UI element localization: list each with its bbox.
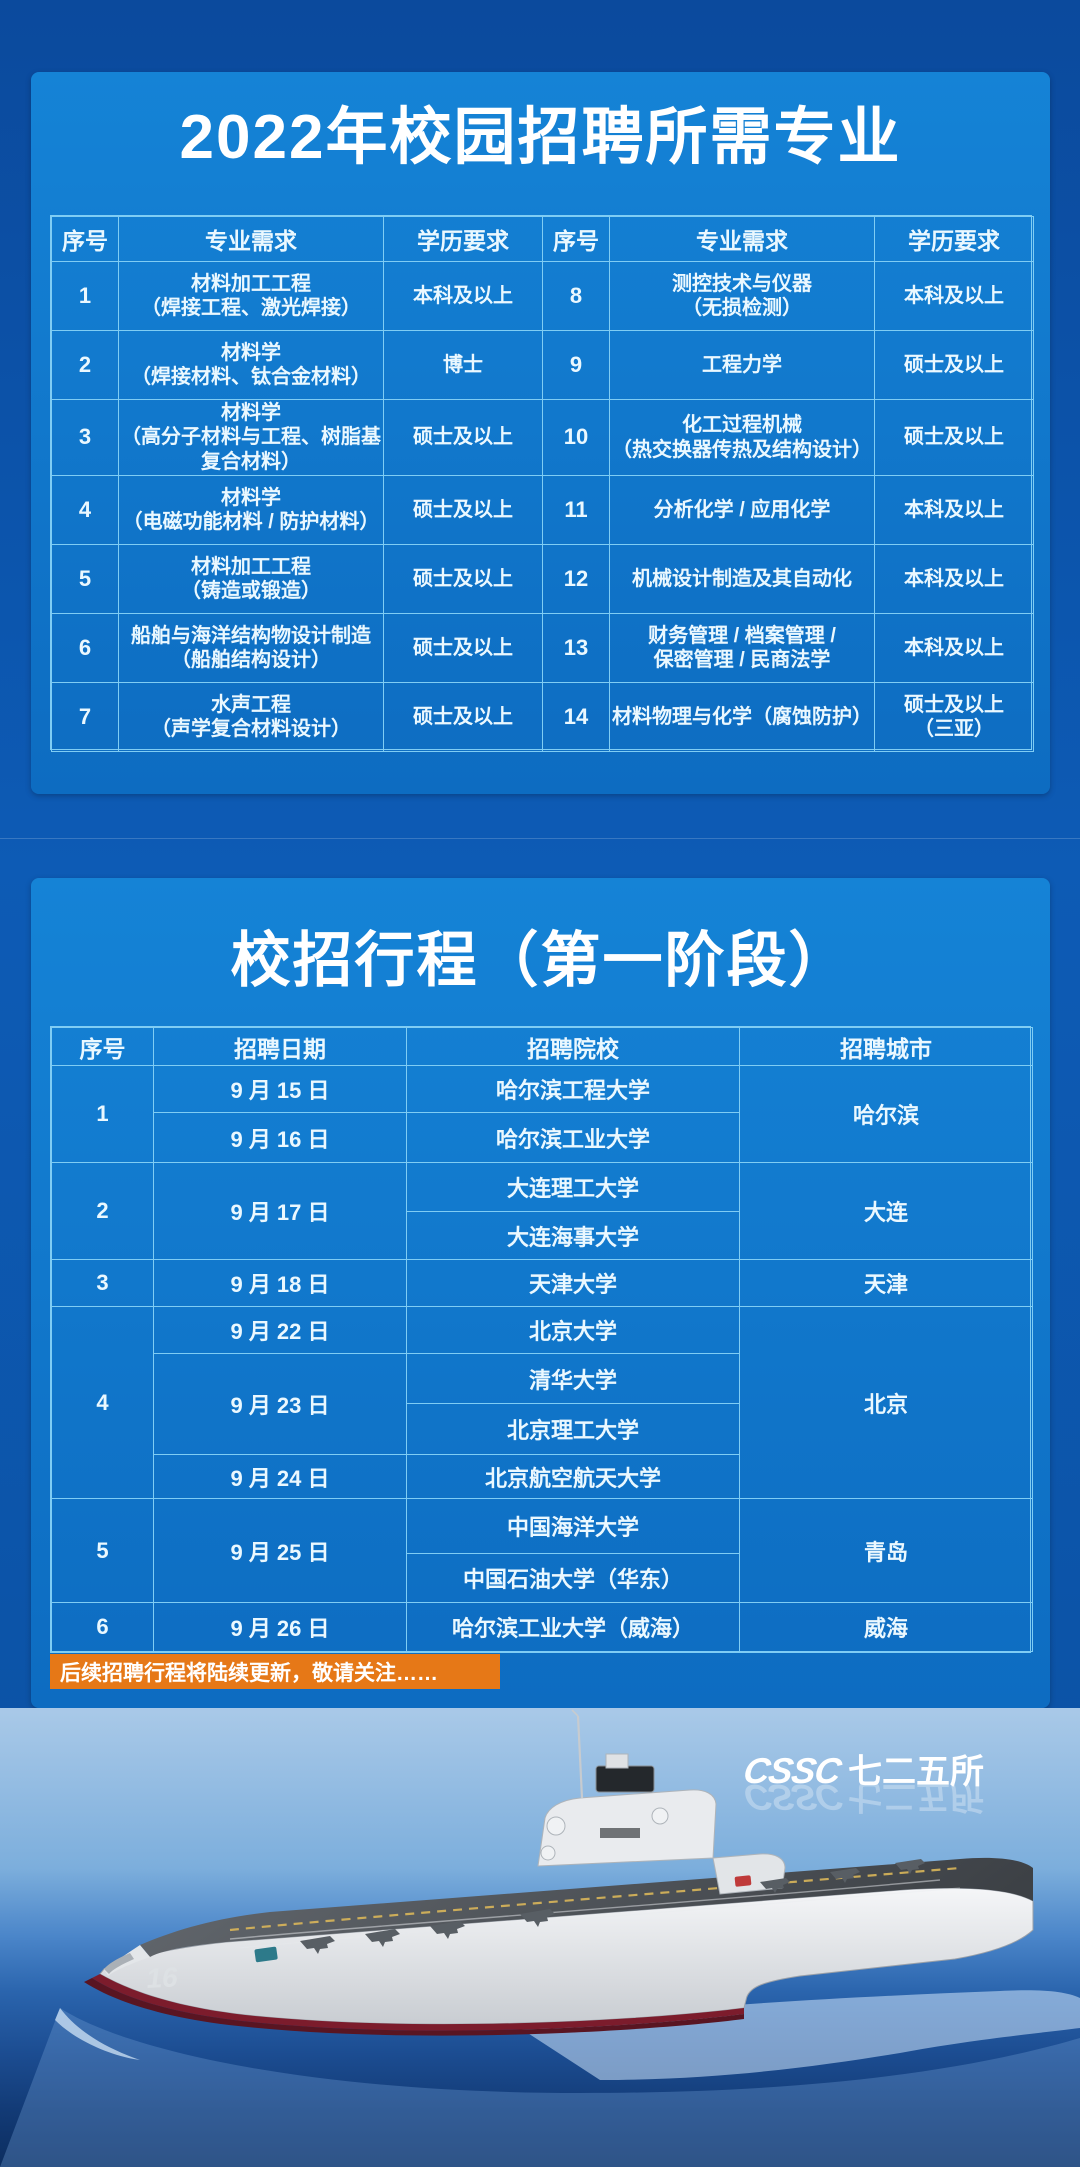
svg-text:16: 16 — [145, 1961, 180, 1994]
